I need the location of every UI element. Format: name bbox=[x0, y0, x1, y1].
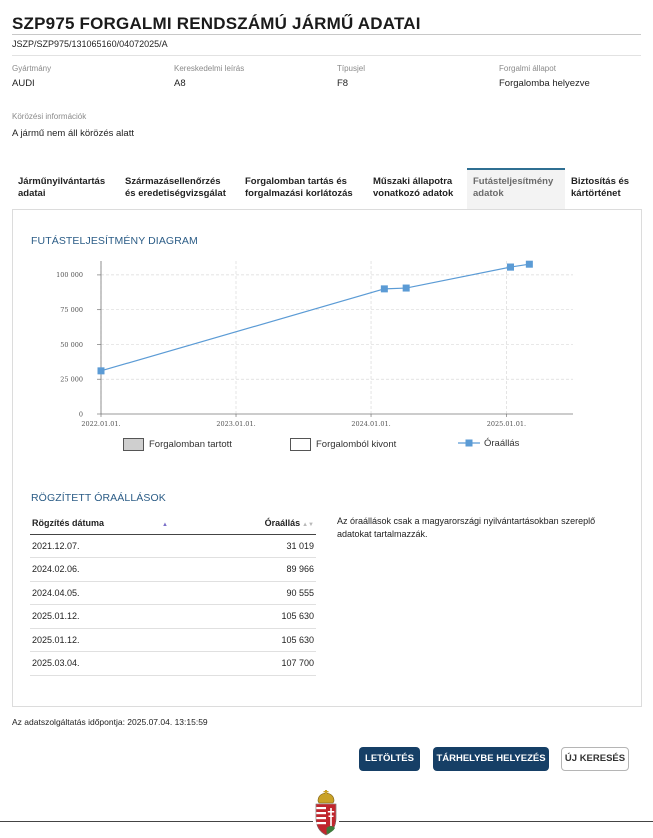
legend-odometer[interactable]: Óraállás bbox=[458, 438, 519, 449]
mileage-panel bbox=[12, 209, 642, 707]
data-point bbox=[380, 285, 388, 293]
data-point bbox=[506, 263, 514, 271]
hungarian-coat-of-arms-icon bbox=[313, 790, 339, 836]
download-button[interactable]: LETÖLTÉS bbox=[359, 747, 420, 771]
tab-label-line1: Származásellenőrzés bbox=[125, 176, 221, 187]
odometer-note: Az óraállások csak a magyarországi nyilv… bbox=[337, 516, 596, 539]
y-tick-label: 25 000 bbox=[60, 376, 83, 384]
odometer-cell: 105 630 bbox=[236, 604, 316, 629]
info-divider bbox=[12, 55, 641, 56]
commercial-description-value: A8 bbox=[174, 78, 186, 89]
odometer-cell: 107 700 bbox=[236, 651, 316, 676]
tab-insurance[interactable]: Biztosítás és kártörténet bbox=[565, 168, 642, 209]
tab-label-line2: és eredetiségvizsgálat bbox=[125, 188, 226, 199]
tab-label-line2: vonatkozó adatok bbox=[373, 188, 454, 199]
legend-swatch-white bbox=[290, 438, 311, 451]
x-tick-labels: 2022.01.01. 2023.01.01. 2024.01.01. 2025.01… bbox=[81, 420, 526, 428]
legend-label: Forgalomból kivont bbox=[316, 439, 397, 451]
column-header-label: Rögzítés dátuma bbox=[32, 517, 105, 528]
tab-label-line2: adatok bbox=[473, 188, 504, 199]
type-code-label: Típusjel bbox=[337, 64, 366, 73]
wanted-info-label: Körözési információk bbox=[12, 112, 87, 121]
table-row: 2021.12.07. 31 019 bbox=[30, 534, 316, 558]
column-header-label: Óraállás bbox=[264, 517, 301, 528]
recorded-readings-title: RÖGZÍTETT ÓRAÁLLÁSOK bbox=[31, 492, 166, 504]
column-header-odometer[interactable]: Óraállás ▲▼ bbox=[236, 512, 316, 535]
tab-label-line1: Műszaki állapotra bbox=[373, 176, 453, 187]
legend-label: Óraállás bbox=[484, 438, 520, 449]
tab-label-line1: Biztosítás és bbox=[571, 176, 630, 187]
chart-section-title: FUTÁSTELJESÍTMÉNY DIAGRAM bbox=[31, 235, 198, 247]
tab-origin-check[interactable]: Származásellenőrzés és eredetiségvizsgál… bbox=[119, 168, 239, 209]
series-line bbox=[100, 263, 530, 372]
y-tick-label: 50 000 bbox=[60, 341, 83, 349]
table-row: 2025.01.12. 105 630 bbox=[30, 628, 316, 652]
date-cell: 2025.01.12. bbox=[30, 628, 237, 652]
y-tick-label: 0 bbox=[79, 410, 83, 418]
tab-vehicle-registry[interactable]: Járműnyilvántartás adatai bbox=[12, 168, 119, 209]
new-search-button[interactable]: ÚJ KERESÉS bbox=[561, 747, 629, 771]
chart-axes bbox=[97, 261, 573, 417]
commercial-description-label: Kereskedelmi leírás bbox=[174, 64, 245, 73]
table-row: 2024.04.05. 90 555 bbox=[30, 581, 316, 605]
tab-mileage[interactable]: Futásteljesítmény adatok bbox=[467, 168, 565, 209]
y-tick-labels: 0 25 000 50 000 75 000 100 000 bbox=[56, 271, 83, 418]
title-divider bbox=[12, 34, 641, 35]
x-tick-label: 2023.01.01. bbox=[216, 420, 255, 428]
odometer-cell: 31 019 bbox=[236, 534, 316, 558]
legend-label: Forgalomban tartott bbox=[149, 439, 232, 451]
save-to-storage-button[interactable]: TÁRHELYBE HELYEZÉS bbox=[433, 747, 549, 771]
data-point bbox=[97, 367, 105, 375]
manufacturer-label: Gyártmány bbox=[12, 64, 52, 73]
wanted-info-value: A jármű nem áll körözés alatt bbox=[12, 128, 134, 139]
type-code-value: F8 bbox=[337, 78, 349, 89]
chart-grid bbox=[100, 261, 573, 414]
legend-swatch-gray bbox=[123, 438, 144, 451]
x-tick-label: 2024.01.01. bbox=[351, 420, 390, 428]
page-title: SZP975 FORGALMI RENDSZÁMÚ JÁRMŰ ADATAI bbox=[12, 14, 421, 33]
table-row: 2025.03.04. 107 700 bbox=[30, 651, 316, 676]
legend-line-marker-icon bbox=[458, 439, 480, 447]
table-row: 2024.02.06. 89 966 bbox=[30, 557, 316, 582]
tab-label-line2: kártörténet bbox=[571, 188, 621, 199]
tab-label-line2: forgalmazási korlátozás bbox=[245, 188, 353, 199]
tab-traffic-restrictions[interactable]: Forgalomban tartás és forgalmazási korlá… bbox=[239, 168, 367, 209]
data-point bbox=[525, 260, 533, 268]
legend-in-service[interactable]: Forgalomban tartott bbox=[123, 438, 232, 451]
manufacturer-value: AUDI bbox=[12, 78, 35, 89]
registration-status-value: Forgalomba helyezve bbox=[499, 78, 590, 89]
date-cell: 2025.03.04. bbox=[30, 651, 237, 676]
column-header-date[interactable]: Rögzítés dátuma ▲ bbox=[30, 512, 237, 535]
date-cell: 2024.02.06. bbox=[30, 557, 237, 582]
query-timestamp: Az adatszolgáltatás időpontja: 2025.07.0… bbox=[12, 717, 208, 727]
tab-bar: Járműnyilvántartás adatai Származásellen… bbox=[12, 168, 642, 209]
tab-label-line1: Forgalomban tartás és bbox=[245, 176, 347, 187]
table-row: 2025.01.12. 105 630 bbox=[30, 604, 316, 629]
tab-label-line1: Járműnyilvántartás bbox=[18, 176, 106, 187]
document-id: JSZP/SZP975/131065160/04072025/A bbox=[12, 39, 168, 49]
odometer-cell: 89 966 bbox=[236, 557, 316, 582]
registration-status-label: Forgalmi állapot bbox=[499, 64, 556, 73]
table-header-row: Rögzítés dátuma ▲ Óraállás ▲▼ bbox=[30, 512, 316, 535]
tab-label-line2: adatai bbox=[18, 188, 46, 199]
y-tick-label: 100 000 bbox=[56, 271, 83, 279]
tab-label-line1: Futásteljesítmény bbox=[473, 176, 554, 187]
odometer-cell: 105 630 bbox=[236, 628, 316, 652]
date-cell: 2024.04.05. bbox=[30, 581, 237, 605]
data-point bbox=[402, 284, 410, 292]
x-tick-label: 2022.01.01. bbox=[81, 420, 120, 428]
date-cell: 2021.12.07. bbox=[30, 534, 237, 558]
sort-both-icon: ▲▼ bbox=[302, 521, 314, 528]
series-odometer bbox=[97, 260, 533, 375]
date-cell: 2025.01.12. bbox=[30, 604, 237, 629]
x-tick-label: 2025.01.01. bbox=[487, 420, 526, 428]
odometer-table: Rögzítés dátuma ▲ Óraállás ▲▼ 2021.12.07. 3… bbox=[30, 512, 316, 676]
y-tick-label: 75 000 bbox=[60, 306, 83, 314]
odometer-cell: 90 555 bbox=[236, 581, 316, 605]
tab-technical-condition[interactable]: Műszaki állapotra vonatkozó adatok bbox=[367, 168, 467, 209]
legend-withdrawn[interactable]: Forgalomból kivont bbox=[290, 438, 396, 451]
sort-ascending-icon: ▲ bbox=[162, 521, 168, 528]
